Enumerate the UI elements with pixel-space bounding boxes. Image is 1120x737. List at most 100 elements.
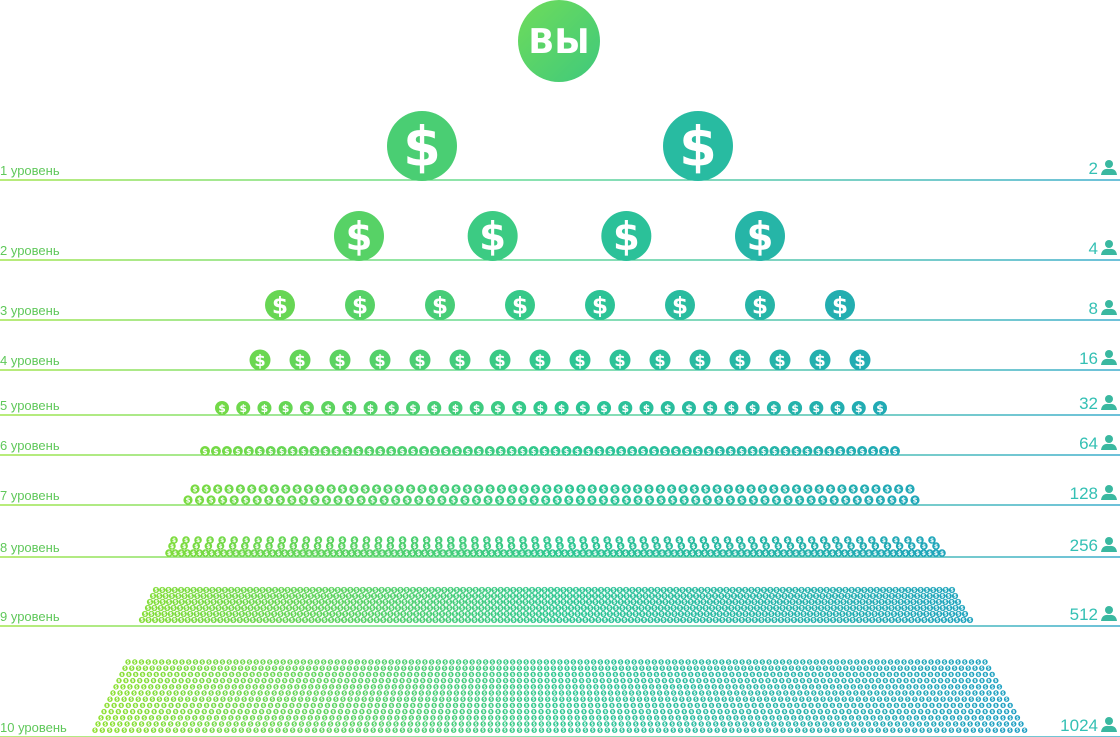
dollar-coin-icon: $ bbox=[895, 592, 902, 600]
dollar-coin-icon: $ bbox=[287, 659, 293, 665]
dollar-coin-icon: $ bbox=[873, 671, 879, 678]
dollar-coin-icon: $ bbox=[668, 715, 674, 721]
dollar-coin-icon: $ bbox=[703, 708, 709, 715]
dollar-coin-icon: $ bbox=[168, 684, 175, 690]
dollar-coin-icon: $ bbox=[102, 721, 108, 727]
svg-text:$: $ bbox=[393, 496, 398, 505]
dollar-coin-icon: $ bbox=[204, 542, 213, 550]
dollar-coin-icon: $ bbox=[197, 721, 203, 727]
dollar-coin-icon: $ bbox=[531, 727, 537, 733]
svg-text:$: $ bbox=[376, 544, 380, 550]
dollar-coin-icon: $ bbox=[638, 708, 644, 715]
dollar-coin-icon: $ bbox=[853, 598, 860, 606]
dollar-coin-icon: $ bbox=[855, 677, 861, 684]
dollar-coin-icon: $ bbox=[204, 721, 210, 727]
dollar-coin-icon: $ bbox=[944, 690, 950, 696]
dollar-coin-icon: $ bbox=[313, 542, 322, 550]
dollar-coin-icon: $ bbox=[823, 586, 830, 594]
dollar-coin-icon: $ bbox=[191, 616, 198, 624]
dollar-coin-icon: $ bbox=[840, 659, 846, 665]
svg-text:$: $ bbox=[816, 447, 821, 456]
dollar-coin-icon: $ bbox=[409, 349, 431, 371]
dollar-coin-icon: $ bbox=[763, 671, 769, 678]
dollar-coin-icon: $ bbox=[232, 549, 240, 557]
dollar-coin-icon: $ bbox=[345, 671, 351, 678]
svg-text:$: $ bbox=[532, 551, 536, 557]
dollar-coin-icon: $ bbox=[749, 549, 758, 557]
dollar-coin-icon: $ bbox=[786, 659, 793, 665]
dollar-coin-icon: $ bbox=[189, 549, 198, 557]
dollar-coin-icon: $ bbox=[428, 659, 435, 665]
svg-text:$: $ bbox=[809, 496, 814, 505]
dollar-coin-icon: $ bbox=[414, 727, 420, 733]
dollar-coin-icon: $ bbox=[641, 727, 647, 733]
dollar-coin-icon: $ bbox=[327, 721, 334, 727]
dollar-coin-icon: $ bbox=[681, 446, 692, 456]
svg-text:$: $ bbox=[859, 447, 864, 456]
dollar-coin-icon: $ bbox=[522, 592, 529, 600]
svg-text:$: $ bbox=[669, 485, 674, 494]
dollar-coin-icon: $ bbox=[603, 715, 609, 721]
dollar-coin-icon: $ bbox=[355, 727, 362, 733]
svg-text:$: $ bbox=[582, 544, 586, 550]
dollar-coin-icon: $ bbox=[960, 708, 967, 715]
dollar-coin-icon: $ bbox=[245, 610, 252, 618]
svg-text:$: $ bbox=[706, 402, 714, 415]
dollar-coin-icon: $ bbox=[292, 690, 298, 696]
dollar-coin-icon: $ bbox=[487, 715, 494, 721]
svg-text:$: $ bbox=[696, 551, 700, 557]
dollar-coin-icon: $ bbox=[373, 708, 379, 715]
dollar-coin-icon: $ bbox=[438, 610, 446, 618]
svg-text:$: $ bbox=[497, 544, 501, 550]
dollar-coin-icon: $ bbox=[694, 702, 700, 709]
dollar-coin-icon: $ bbox=[914, 671, 920, 678]
dollar-coin-icon: $ bbox=[480, 708, 487, 715]
dollar-coin-icon: $ bbox=[809, 401, 824, 415]
dollar-coin-icon: $ bbox=[789, 598, 796, 606]
dollar-coin-icon: $ bbox=[873, 586, 880, 594]
svg-text:$: $ bbox=[191, 551, 195, 557]
dollar-coin-icon: $ bbox=[398, 684, 404, 690]
dollar-coin-icon: $ bbox=[509, 610, 517, 618]
dollar-coin-icon: $ bbox=[569, 349, 591, 371]
dollar-coin-icon: $ bbox=[745, 290, 775, 320]
dollar-coin-icon: $ bbox=[678, 484, 688, 494]
dollar-coin-icon: $ bbox=[779, 659, 786, 665]
dollar-coin-icon: $ bbox=[723, 677, 730, 684]
dollar-coin-icon: $ bbox=[440, 592, 447, 600]
dollar-coin-icon: $ bbox=[798, 549, 806, 557]
dollar-coin-icon: $ bbox=[225, 592, 232, 600]
svg-text:$: $ bbox=[555, 496, 560, 505]
dollar-coin-icon: $ bbox=[948, 684, 954, 690]
dollar-coin-icon: $ bbox=[670, 446, 681, 456]
dollar-coin-icon: $ bbox=[251, 610, 258, 618]
dollar-coin-icon: $ bbox=[882, 708, 888, 715]
dollar-coin-icon: $ bbox=[725, 495, 735, 505]
dollar-coin-icon: $ bbox=[484, 610, 491, 618]
svg-text:$: $ bbox=[862, 485, 867, 494]
dollar-coin-icon: $ bbox=[902, 690, 908, 696]
dollar-coin-icon: $ bbox=[537, 684, 544, 690]
dollar-coin-icon: $ bbox=[746, 684, 752, 690]
dollar-coin-icon: $ bbox=[873, 401, 887, 415]
dollar-coin-icon: $ bbox=[246, 727, 252, 733]
dollar-coin-icon: $ bbox=[221, 446, 232, 456]
dollar-coin-icon: $ bbox=[436, 727, 442, 733]
dollar-coin-icon: $ bbox=[183, 495, 193, 505]
dollar-coin-icon: $ bbox=[353, 586, 360, 594]
dollar-coin-icon: $ bbox=[593, 684, 599, 690]
dollar-coin-icon: $ bbox=[414, 549, 423, 557]
dollar-coin-icon: $ bbox=[954, 684, 961, 690]
dollar-coin-icon: $ bbox=[617, 659, 624, 665]
svg-text:$: $ bbox=[631, 544, 635, 550]
dollar-coin-icon: $ bbox=[172, 598, 179, 606]
dollar-coin-icon: $ bbox=[535, 604, 543, 612]
dollar-coin-icon: $ bbox=[975, 708, 981, 715]
dollar-coin-icon: $ bbox=[314, 659, 320, 665]
dollar-coin-icon: $ bbox=[692, 659, 698, 665]
dollar-coin-icon: $ bbox=[741, 665, 747, 671]
dollar-coin-icon: $ bbox=[982, 708, 988, 715]
dollar-coin-icon: $ bbox=[735, 696, 742, 702]
dollar-coin-icon: $ bbox=[688, 549, 697, 557]
dollar-coin-icon: $ bbox=[395, 702, 402, 709]
